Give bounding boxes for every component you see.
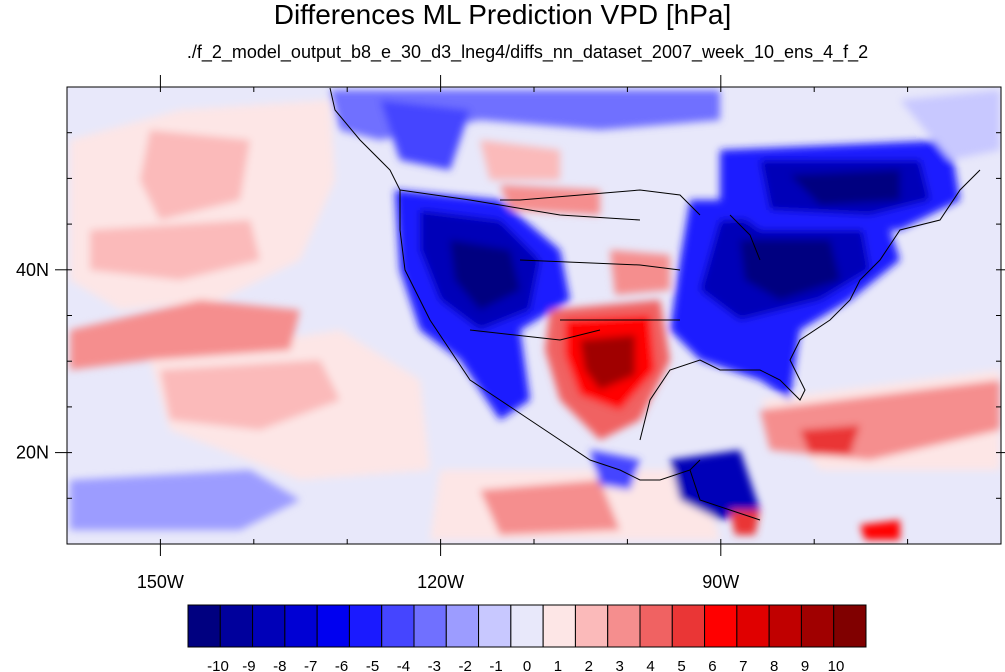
- colorbar-label: -5: [366, 658, 379, 672]
- colorbar-label: 6: [708, 658, 716, 672]
- chart-subtitle: ./f_2_model_output_b8_e_30_d3_lneg4/diff…: [186, 42, 869, 62]
- colorbar-label: -9: [242, 658, 255, 672]
- axis-tick-labels: 150W 120W 90W 40N 20N: [16, 260, 739, 592]
- colorbar-swatch: [542, 604, 576, 648]
- colorbar-swatch: [478, 604, 512, 648]
- coastlines: [329, 87, 981, 521]
- colorbar: [187, 604, 867, 648]
- colorbar-swatch: [736, 604, 770, 648]
- colorbar-swatch: [284, 604, 318, 648]
- colorbar-label: -2: [459, 658, 472, 672]
- axis-ticks: [55, 75, 1005, 556]
- colorbar-label: 9: [801, 658, 809, 672]
- colorbar-label: 3: [616, 658, 624, 672]
- y-tick-label: 20N: [16, 443, 49, 463]
- colorbar-swatch: [800, 604, 835, 648]
- colorbar-swatch: [413, 604, 447, 648]
- colorbar-swatch: [187, 604, 221, 648]
- colorbar-label: 2: [585, 658, 593, 672]
- colorbar-swatch: [316, 604, 350, 648]
- colorbar-swatch: [219, 604, 254, 648]
- colorbar-swatch: [671, 604, 706, 648]
- colorbar-swatch: [445, 604, 480, 648]
- y-tick-label: 40N: [16, 260, 49, 280]
- colorbar-label: -8: [273, 658, 286, 672]
- colorbar-swatch: [348, 604, 383, 648]
- x-tick-label: 120W: [417, 572, 464, 592]
- colorbar-label: 0: [523, 658, 531, 672]
- colorbar-label: 10: [828, 658, 845, 672]
- colorbar-swatch: [639, 604, 673, 648]
- x-tick-label: 150W: [137, 572, 184, 592]
- colorbar-label: 5: [677, 658, 685, 672]
- x-tick-label: 90W: [702, 572, 739, 592]
- chart-title: Differences ML Prediction VPD [hPa]: [273, 0, 732, 30]
- colorbar-label: -6: [335, 658, 348, 672]
- colorbar-swatch: [574, 604, 609, 648]
- colorbar-swatch: [768, 604, 802, 648]
- colorbar-label: -4: [397, 658, 410, 672]
- colorbar-label: 7: [739, 658, 747, 672]
- colorbar-swatch: [381, 604, 415, 648]
- map-field: [67, 87, 1001, 544]
- colorbar-swatch: [510, 604, 544, 648]
- colorbar-label: 1: [554, 658, 562, 672]
- colorbar-label: -10: [207, 658, 229, 672]
- colorbar-label: 8: [770, 658, 778, 672]
- colorbar-swatch: [704, 604, 738, 648]
- colorbar-labels: -10 -9 -8 -7 -6 -5 -4 -3 -2 -1 0 1 2 3 4 5 6 7 8 9 10: [207, 658, 844, 672]
- colorbar-swatch: [833, 604, 867, 648]
- anomaly-regions: [70, 90, 1000, 540]
- colorbar-label: 4: [646, 658, 654, 672]
- colorbar-label: -1: [489, 658, 502, 672]
- colorbar-label: -7: [304, 658, 317, 672]
- colorbar-swatch: [607, 604, 641, 648]
- colorbar-label: -3: [428, 658, 441, 672]
- colorbar-swatch: [252, 604, 286, 648]
